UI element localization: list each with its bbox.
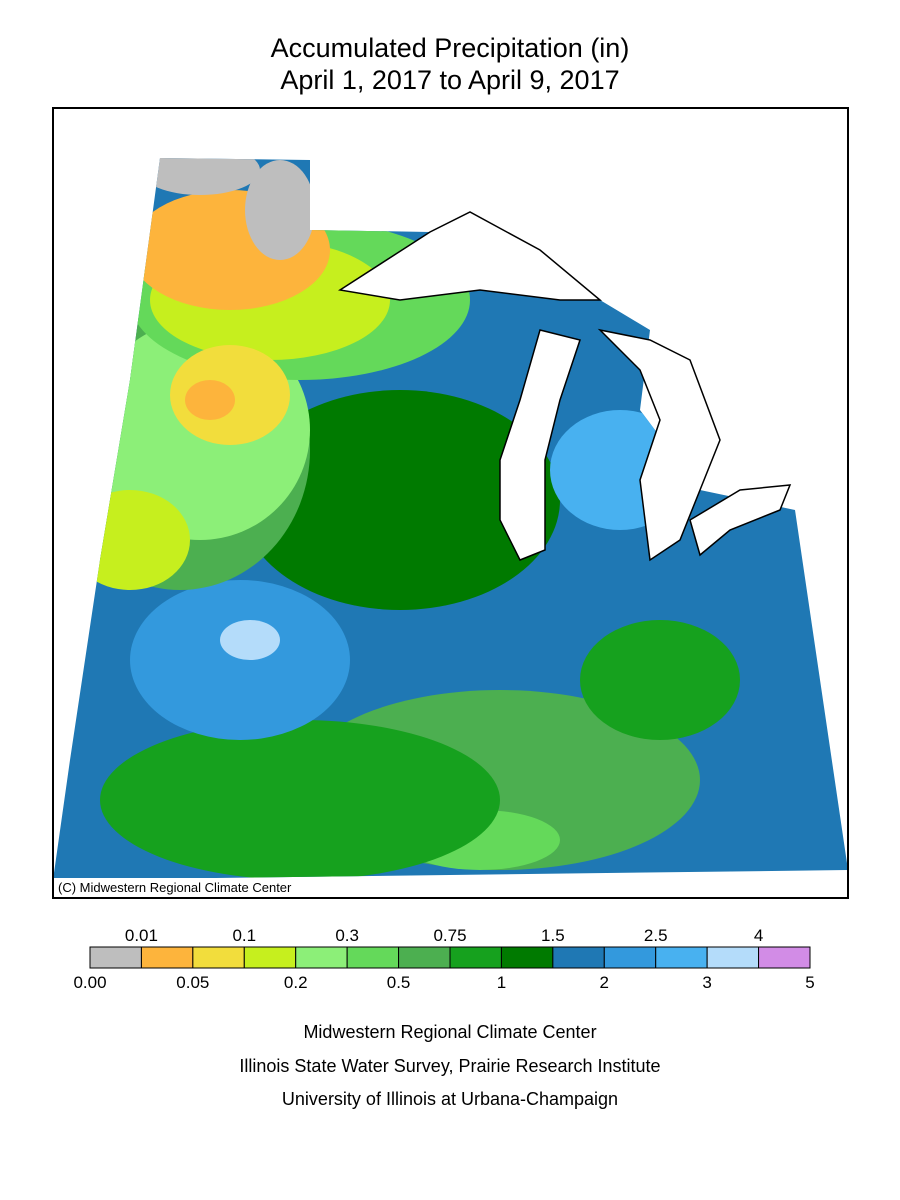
legend-label: 2.5: [644, 926, 668, 945]
copyright: (C) Midwestern Regional Climate Center: [58, 880, 292, 895]
legend-swatch: [398, 946, 451, 969]
legend-label: 0.3: [335, 926, 359, 945]
legend-swatch: [449, 946, 502, 969]
footer-line: Illinois State Water Survey, Prairie Res…: [239, 1056, 660, 1076]
legend-label: 0.00: [73, 973, 106, 992]
legend-label: 0.75: [433, 926, 466, 945]
legend-label: 0.2: [284, 973, 308, 992]
legend-swatch: [243, 946, 297, 969]
legend-label: 4: [754, 926, 763, 945]
legend-swatch: [603, 946, 657, 969]
footer-line: Midwestern Regional Climate Center: [303, 1022, 596, 1042]
legend-label: 0.05: [176, 973, 209, 992]
legend-label: 2: [600, 973, 609, 992]
legend-label: 1.5: [541, 926, 565, 945]
legend-label: 5: [805, 973, 814, 992]
legend-label: 1: [497, 973, 506, 992]
legend-label: 3: [702, 973, 711, 992]
legend-swatch: [552, 946, 605, 969]
legend-swatch: [655, 946, 708, 969]
legend: 0.01 0.1 0.3 0.75 1.5 2.5 4 0.00 0.05 0.2 0.5 1 2 3 5: [73, 926, 814, 992]
legend-swatch: [295, 946, 348, 969]
legend-label: 0.5: [387, 973, 411, 992]
footer-line: University of Illinois at Urbana-Champai…: [282, 1089, 618, 1109]
legend-label: 0.01: [125, 926, 158, 945]
legend-swatch: [706, 946, 760, 969]
map: (C) Midwestern Regional Climate Center: [52, 107, 849, 899]
legend-swatch: [192, 946, 245, 969]
legend-label: 0.1: [232, 926, 256, 945]
legend-swatch: [346, 946, 400, 969]
legend-swatch: [140, 946, 194, 969]
legend-swatch: [758, 946, 811, 969]
legend-swatch: [500, 946, 554, 969]
title: April 1, 2017 to April 9, 2017: [280, 65, 619, 95]
title: Accumulated Precipitation (in): [271, 33, 630, 63]
legend-swatch: [89, 946, 142, 969]
